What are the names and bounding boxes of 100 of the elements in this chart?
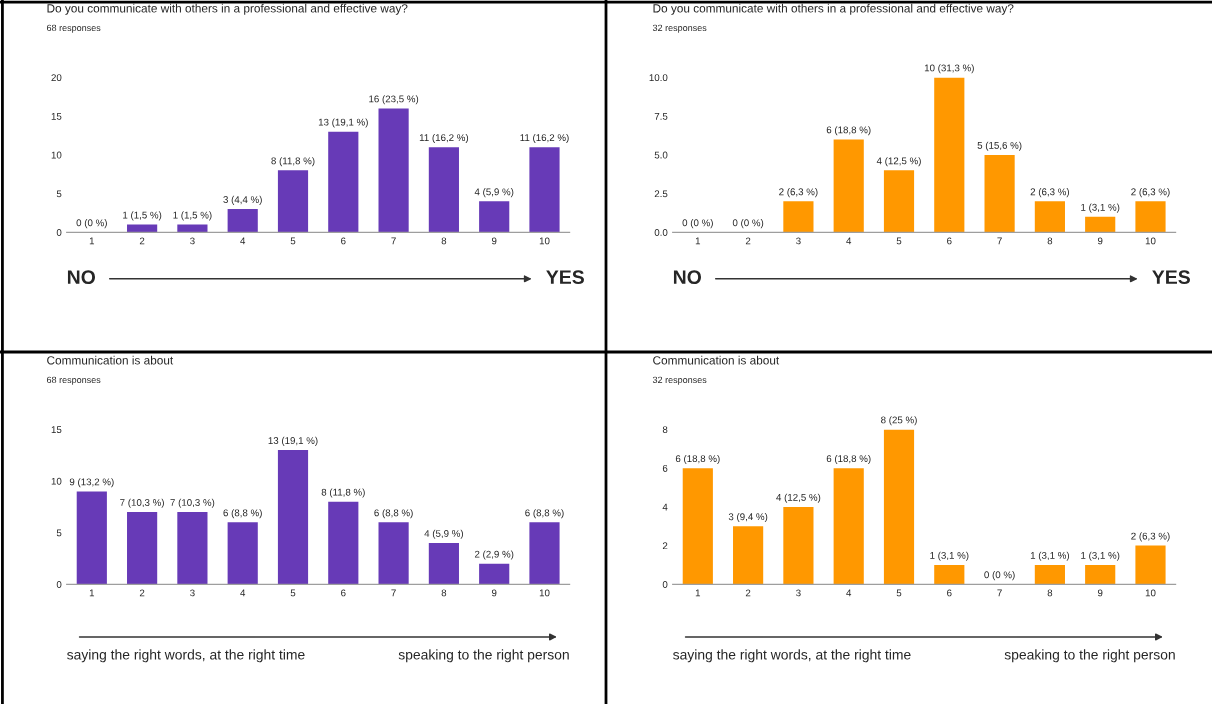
x-tick-label: 10 <box>539 237 550 245</box>
x-tick-label: 4 <box>846 589 852 597</box>
data-label: 8 (25 %) <box>881 416 917 426</box>
x-tick-label: 6 <box>947 237 952 245</box>
data-label: 1 (3,1 %) <box>1081 551 1120 561</box>
bar <box>76 491 107 585</box>
data-label: 4 (5,9 %) <box>474 188 514 198</box>
data-label: 3 (9,4 %) <box>728 513 768 523</box>
x-tick-label: 9 <box>491 237 497 245</box>
bar <box>984 154 1015 233</box>
x-tick-label: 5 <box>896 589 902 597</box>
bar <box>883 429 915 585</box>
chart-subtitle: 68 responses <box>47 24 101 33</box>
data-label: 8 (11,8 %) <box>321 488 365 498</box>
bar <box>733 526 764 585</box>
x-tick-label: 3 <box>796 589 801 597</box>
data-label: 0 (0 %) <box>76 219 107 229</box>
bar <box>1034 564 1065 585</box>
text: saying the right words, at the right time <box>67 649 305 663</box>
data-label: 1 (3,1 %) <box>1030 551 1070 561</box>
bar <box>378 108 409 233</box>
text: saying the right words, at the right time <box>673 649 911 663</box>
x-tick-label: 2 <box>139 589 145 597</box>
chart-subtitle: 68 responses <box>47 376 101 385</box>
data-label: 11 (16,2 %) <box>419 133 469 143</box>
x-tick-label: 4 <box>240 589 246 597</box>
y-tick-label: 10 <box>51 151 62 159</box>
bar <box>783 201 814 233</box>
data-label: 2 (2,9 %) <box>474 550 514 560</box>
x-tick-label: 10 <box>1145 237 1156 245</box>
data-label: 9 (13,2 %) <box>69 478 114 488</box>
data-label: 8 (11,8 %) <box>271 157 315 167</box>
text: speaking to the right person <box>398 649 569 663</box>
bar <box>1135 545 1166 585</box>
data-label: 2 (6,3 %) <box>779 188 818 198</box>
x-tick-label: 1 <box>695 589 701 597</box>
data-label: 6 (18,8 %) <box>675 454 720 464</box>
bar <box>682 468 713 585</box>
x-tick-label: 7 <box>391 237 396 245</box>
data-label: 7 (10,3 %) <box>120 498 164 508</box>
bar <box>277 450 309 585</box>
y-tick-label: 0 <box>662 581 668 588</box>
y-tick-label: 10.0 <box>649 74 668 82</box>
y-tick-label: 7.5 <box>654 112 668 120</box>
x-tick-label: 9 <box>491 589 497 597</box>
bar <box>227 522 258 585</box>
data-label: 1 (3,1 %) <box>1081 203 1120 213</box>
x-tick-label: 7 <box>391 589 396 597</box>
bar <box>378 522 409 585</box>
chart-subtitle: 32 responses <box>652 376 707 385</box>
bar <box>529 147 560 233</box>
y-tick-label: 5 <box>56 529 62 537</box>
bar <box>428 147 459 233</box>
x-tick-label: 3 <box>190 589 195 597</box>
x-tick-label: 5 <box>896 237 902 245</box>
bar <box>1034 201 1065 233</box>
y-tick-label: 10 <box>51 477 62 485</box>
bar <box>227 209 258 233</box>
data-label: 2 (6,3 %) <box>1131 532 1170 542</box>
bar <box>1085 216 1116 233</box>
y-tick-label: 2 <box>662 542 668 550</box>
data-label: 11 (16,2 %) <box>520 133 569 143</box>
bar <box>479 201 510 233</box>
bar <box>479 563 510 585</box>
bar <box>428 543 459 585</box>
y-tick-label: 0.0 <box>654 229 668 236</box>
chart-title: Do you communicate with others in a professional and effective way? <box>653 3 1014 15</box>
x-tick-label: 9 <box>1097 237 1103 245</box>
y-tick-label: 8 <box>662 426 668 434</box>
bar <box>883 170 915 233</box>
bar <box>277 170 309 233</box>
text: NO <box>67 270 96 284</box>
text: YES <box>546 270 584 284</box>
x-tick-label: 6 <box>947 589 952 597</box>
x-tick-label: 6 <box>341 589 346 597</box>
y-tick-label: 5.0 <box>654 151 668 159</box>
y-tick-label: 4 <box>662 503 668 511</box>
x-tick-label: 4 <box>240 237 246 245</box>
x-tick-label: 5 <box>290 589 296 597</box>
data-label: 0 (0 %) <box>732 219 764 229</box>
bar <box>1085 564 1116 585</box>
bar <box>127 224 158 233</box>
data-label: 6 (8,8 %) <box>525 509 564 519</box>
x-tick-label: 1 <box>89 589 95 597</box>
y-tick-label: 0 <box>56 581 62 588</box>
x-tick-label: 1 <box>89 237 95 245</box>
y-tick-label: 15 <box>51 112 62 120</box>
x-tick-label: 5 <box>290 237 296 245</box>
text: speaking to the right person <box>1004 649 1175 663</box>
x-tick-label: 7 <box>997 237 1002 245</box>
data-label: 0 (0 %) <box>682 219 713 229</box>
data-label: 7 (10,3 %) <box>170 498 215 508</box>
data-label: 13 (19,1 %) <box>268 436 318 446</box>
x-tick-label: 10 <box>1145 589 1156 597</box>
bar <box>934 77 965 233</box>
bar <box>127 512 158 585</box>
data-label: 2 (6,3 %) <box>1030 188 1070 198</box>
data-label: 6 (18,8 %) <box>826 126 871 136</box>
data-label: 6 (8,8 %) <box>374 509 413 519</box>
data-label: 4 (12,5 %) <box>876 157 921 167</box>
